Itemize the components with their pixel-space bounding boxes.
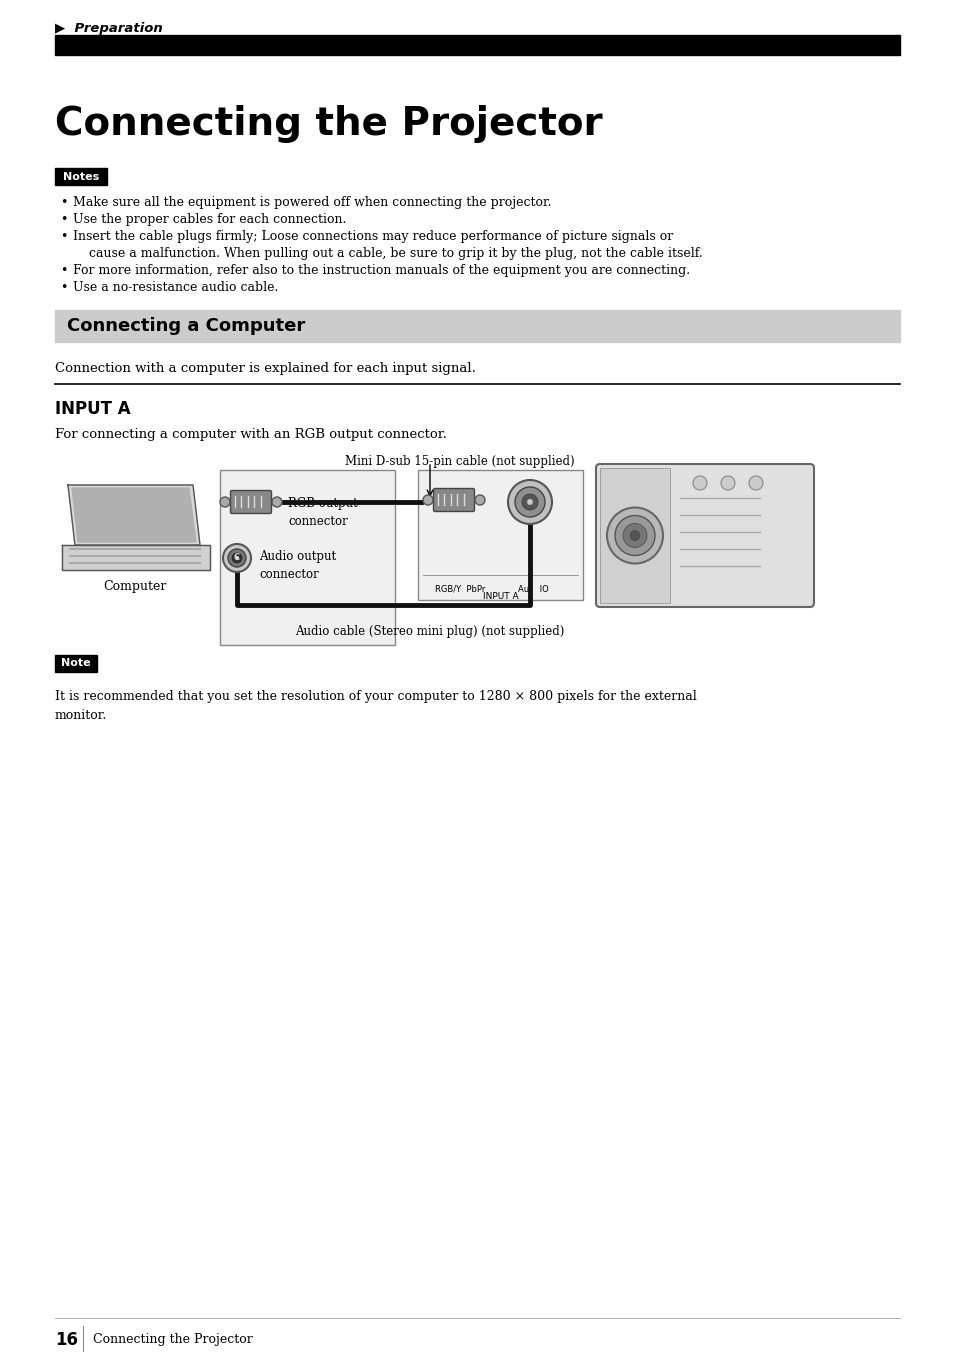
Text: •: • <box>60 281 68 293</box>
Polygon shape <box>71 488 195 542</box>
Circle shape <box>526 499 533 506</box>
Text: Audio cable (Stereo mini plug) (not supplied): Audio cable (Stereo mini plug) (not supp… <box>295 625 564 638</box>
Bar <box>55 654 97 672</box>
Text: RGB output
connector: RGB output connector <box>288 498 357 529</box>
Bar <box>417 470 582 600</box>
Bar <box>55 168 107 185</box>
Circle shape <box>629 530 639 541</box>
Text: Connecting a Computer: Connecting a Computer <box>67 316 305 335</box>
Circle shape <box>692 476 706 489</box>
Circle shape <box>228 549 246 566</box>
Text: Notes: Notes <box>63 172 99 181</box>
Circle shape <box>720 476 734 489</box>
Text: ▶  Preparation: ▶ Preparation <box>55 22 163 35</box>
Circle shape <box>521 493 537 510</box>
Text: INPUT A: INPUT A <box>482 592 517 602</box>
Text: RGB/Y  PbPr: RGB/Y PbPr <box>435 585 485 594</box>
Text: INPUT A: INPUT A <box>55 400 131 418</box>
Text: It is recommended that you set the resolution of your computer to 1280 × 800 pix: It is recommended that you set the resol… <box>55 690 696 722</box>
Text: Audio output
connector: Audio output connector <box>258 550 335 581</box>
Text: cause a malfunction. When pulling out a cable, be sure to grip it by the plug, n: cause a malfunction. When pulling out a … <box>73 247 702 260</box>
Text: Connecting the Projector: Connecting the Projector <box>92 1333 253 1347</box>
Text: Make sure all the equipment is powered off when connecting the projector.: Make sure all the equipment is powered o… <box>73 196 551 210</box>
Polygon shape <box>68 485 200 545</box>
FancyBboxPatch shape <box>433 488 474 511</box>
FancyBboxPatch shape <box>231 491 272 514</box>
Text: Use a no-resistance audio cable.: Use a no-resistance audio cable. <box>73 281 278 293</box>
Text: Mini D-sub 15-pin cable (not supplied): Mini D-sub 15-pin cable (not supplied) <box>345 456 575 468</box>
Text: Computer: Computer <box>103 580 167 594</box>
Circle shape <box>422 495 433 506</box>
Circle shape <box>748 476 762 489</box>
Text: Note: Note <box>61 658 91 668</box>
Circle shape <box>220 498 230 507</box>
Polygon shape <box>62 545 210 571</box>
Text: Connecting the Projector: Connecting the Projector <box>55 105 602 143</box>
Text: 16: 16 <box>55 1330 78 1349</box>
Circle shape <box>234 556 239 560</box>
Text: •: • <box>60 264 68 277</box>
Circle shape <box>615 515 655 556</box>
Bar <box>599 468 669 603</box>
Circle shape <box>515 487 544 516</box>
Bar <box>220 470 395 645</box>
Text: •: • <box>60 196 68 210</box>
Circle shape <box>606 507 662 564</box>
Text: C: C <box>233 553 240 562</box>
Text: Connection with a computer is explained for each input signal.: Connection with a computer is explained … <box>55 362 476 375</box>
Text: •: • <box>60 214 68 226</box>
Circle shape <box>622 523 646 548</box>
Bar <box>55 35 899 55</box>
Circle shape <box>507 480 552 525</box>
Circle shape <box>272 498 282 507</box>
Text: For connecting a computer with an RGB output connector.: For connecting a computer with an RGB ou… <box>55 429 446 441</box>
Text: Use the proper cables for each connection.: Use the proper cables for each connectio… <box>73 214 346 226</box>
Bar <box>55 310 899 342</box>
Text: •: • <box>60 230 68 243</box>
Circle shape <box>475 495 484 506</box>
Circle shape <box>223 544 251 572</box>
Circle shape <box>232 553 242 562</box>
FancyBboxPatch shape <box>596 464 813 607</box>
Text: Au    IO: Au IO <box>517 585 548 594</box>
Text: For more information, refer also to the instruction manuals of the equipment you: For more information, refer also to the … <box>73 264 689 277</box>
Text: Insert the cable plugs firmly; Loose connections may reduce performance of pictu: Insert the cable plugs firmly; Loose con… <box>73 230 673 243</box>
